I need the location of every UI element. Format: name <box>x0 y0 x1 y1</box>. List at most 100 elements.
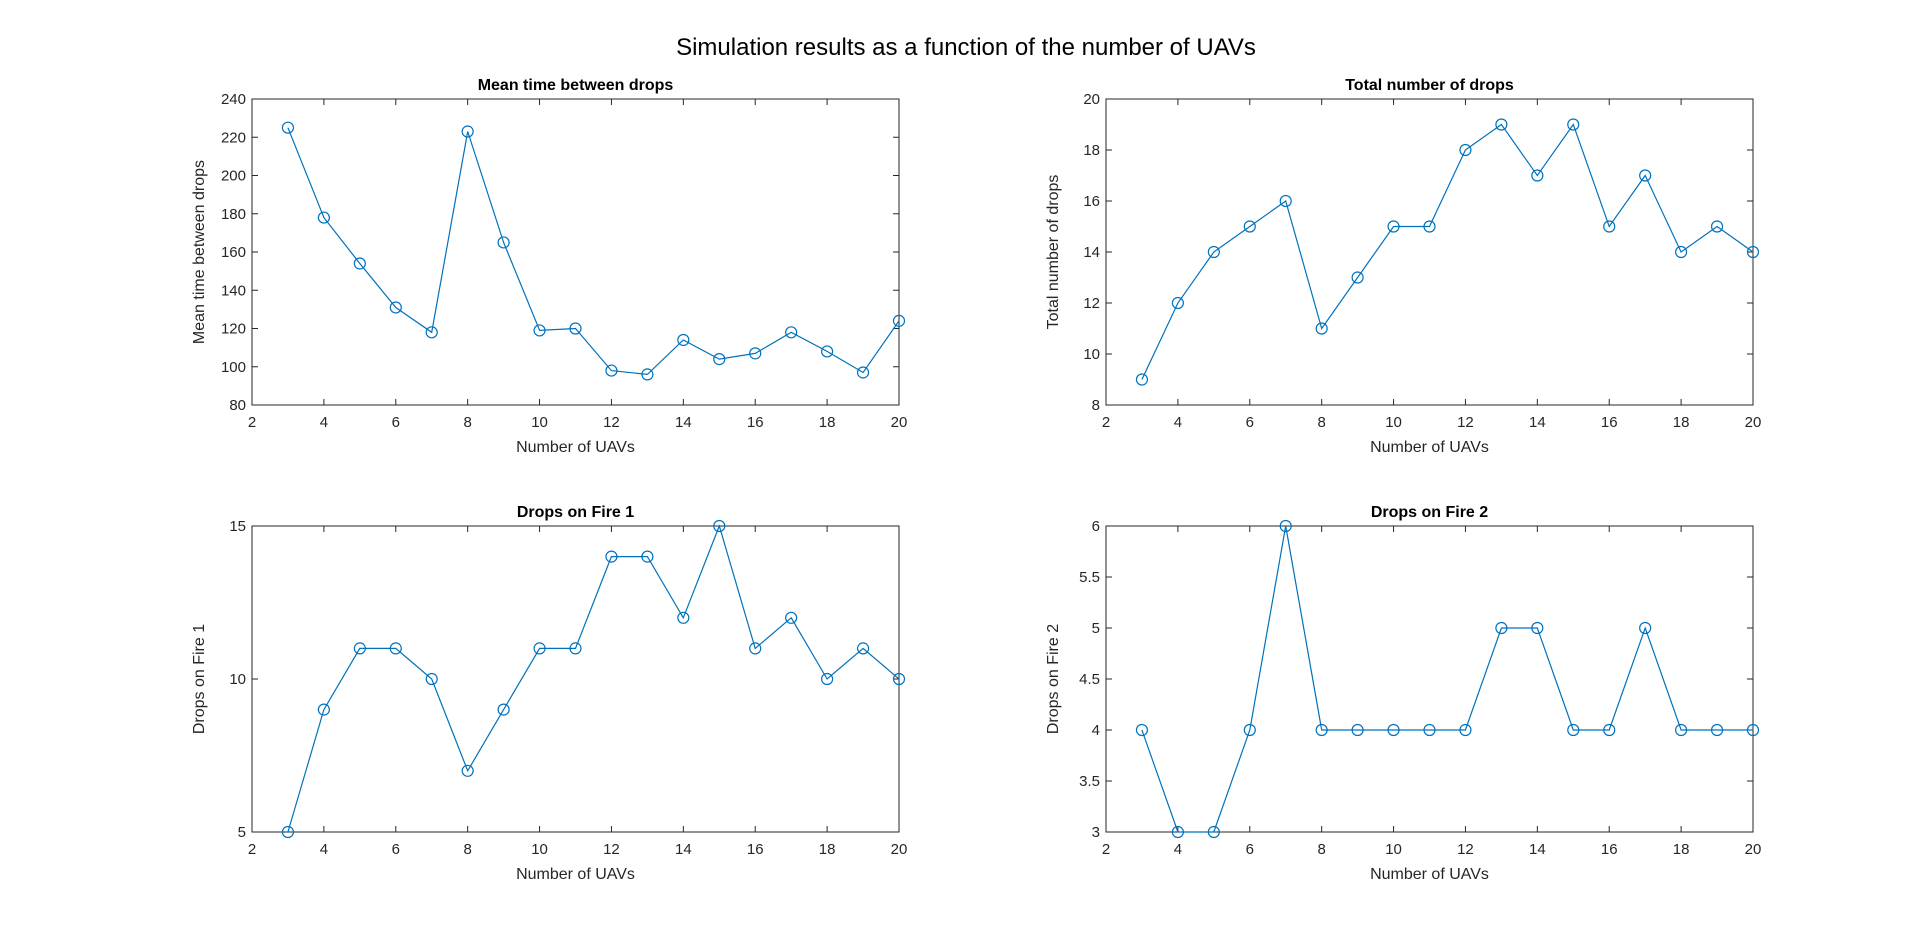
subplot-title: Drops on Fire 2 <box>1371 504 1488 521</box>
data-point <box>605 364 618 377</box>
x-tick-label: 8 <box>463 414 471 431</box>
data-point <box>641 368 654 381</box>
data-point <box>1495 118 1508 131</box>
data-point <box>497 236 510 249</box>
x-tick-label: 18 <box>1673 841 1690 858</box>
y-tick-label: 100 <box>221 359 246 376</box>
data-point <box>1387 220 1400 233</box>
y-tick-label: 80 <box>229 397 246 414</box>
x-tick-label: 8 <box>1317 414 1325 431</box>
y-tick-label: 20 <box>1083 91 1100 108</box>
data-point <box>1135 723 1149 737</box>
data-point <box>856 642 870 655</box>
x-tick-label: 18 <box>1673 414 1690 431</box>
data-point <box>1423 723 1436 737</box>
data-point <box>892 672 906 686</box>
data-point <box>1207 825 1220 839</box>
subplot-3: 2 4 6 8 10 12 14 16 18 20 5 10 15 Drops on Fire 1 Numb… <box>191 504 907 883</box>
y-tick-label: 160 <box>221 244 246 261</box>
y-tick-label: 240 <box>221 91 246 108</box>
data-point <box>892 314 906 327</box>
data-point <box>677 333 690 347</box>
data-point <box>1675 245 1688 259</box>
y-axis-label: Drops on Fire 2 <box>1045 624 1062 734</box>
data-point <box>605 550 618 563</box>
data-point <box>1567 118 1580 131</box>
subplot-2: 2 4 6 8 10 12 14 16 18 20 8 10 12 14 16 18 20 Total numbe… <box>1045 77 1761 456</box>
data-point <box>1567 723 1580 737</box>
y-tick-label: 3.5 <box>1079 773 1100 790</box>
data-point <box>1279 194 1292 208</box>
data-point <box>1531 169 1544 182</box>
x-axis-label: Number of UAVs <box>516 439 635 456</box>
data-point <box>1710 723 1724 737</box>
x-tick-label: 6 <box>392 841 400 858</box>
x-tick-label: 2 <box>248 414 256 431</box>
data-point <box>281 825 295 839</box>
subplot-title: Mean time between drops <box>478 77 674 94</box>
series-line <box>287 127 900 376</box>
data-point <box>569 642 582 655</box>
x-tick-label: 6 <box>1246 414 1254 431</box>
data-point <box>785 326 798 339</box>
data-point <box>389 642 402 655</box>
data-point <box>1531 621 1544 635</box>
data-point <box>1315 723 1328 737</box>
subplot-1: 2 4 6 8 10 12 14 16 18 20 80 100 120 140 160 180 200 220 2… <box>191 77 907 456</box>
y-tick-label: 16 <box>1083 193 1100 210</box>
data-point <box>353 642 366 655</box>
x-tick-label: 12 <box>603 841 620 858</box>
x-tick-label: 14 <box>1529 841 1546 858</box>
y-axis-label: Mean time between drops <box>191 160 208 344</box>
x-tick-label: 4 <box>320 414 328 431</box>
data-point <box>749 642 762 655</box>
x-tick-label: 4 <box>1174 841 1182 858</box>
data-point <box>1746 723 1760 737</box>
x-tick-label: 8 <box>1317 841 1325 858</box>
data-point <box>1315 322 1328 335</box>
x-tick-label: 14 <box>675 841 692 858</box>
x-tick-label: 20 <box>891 414 908 431</box>
y-tick-label: 12 <box>1083 295 1100 312</box>
y-tick-label: 4 <box>1092 722 1100 739</box>
x-tick-label: 16 <box>1601 414 1618 431</box>
data-point <box>1243 723 1256 737</box>
data-point <box>1279 519 1292 533</box>
y-tick-label: 4.5 <box>1079 671 1100 688</box>
data-point <box>281 121 295 134</box>
x-tick-label: 14 <box>675 414 692 431</box>
x-tick-label: 20 <box>891 841 908 858</box>
x-tick-label: 16 <box>1601 841 1618 858</box>
y-tick-label: 8 <box>1092 397 1100 414</box>
data-point <box>317 703 330 716</box>
y-tick-label: 5 <box>238 824 246 841</box>
subplot-title: Total number of drops <box>1345 77 1514 94</box>
x-tick-label: 4 <box>1174 414 1182 431</box>
data-point <box>1351 271 1364 284</box>
data-point <box>533 324 546 337</box>
x-tick-label: 10 <box>1385 841 1402 858</box>
data-point <box>1387 723 1400 737</box>
data-point <box>1351 723 1364 737</box>
x-tick-label: 12 <box>603 414 620 431</box>
y-tick-label: 18 <box>1083 142 1100 159</box>
data-point <box>1495 621 1508 635</box>
data-point <box>821 672 834 686</box>
x-tick-label: 20 <box>1745 414 1762 431</box>
data-point <box>353 257 366 270</box>
data-point <box>533 642 546 655</box>
y-tick-label: 10 <box>229 671 246 688</box>
x-tick-label: 12 <box>1457 841 1474 858</box>
subplot-4: 2 4 6 8 10 12 14 16 18 20 3 3.5 4 4.5 5 5.5 6 Drops on Fi… <box>1045 504 1761 883</box>
x-tick-label: 10 <box>531 414 548 431</box>
data-point <box>425 326 438 339</box>
x-tick-label: 8 <box>463 841 471 858</box>
plot-area <box>1105 98 1754 406</box>
x-tick-label: 18 <box>819 841 836 858</box>
x-tick-label: 2 <box>248 841 256 858</box>
data-point <box>1675 723 1688 737</box>
data-point <box>1603 723 1616 737</box>
data-point <box>1243 220 1256 233</box>
y-axis-label: Total number of drops <box>1045 175 1062 330</box>
data-point <box>713 519 726 533</box>
